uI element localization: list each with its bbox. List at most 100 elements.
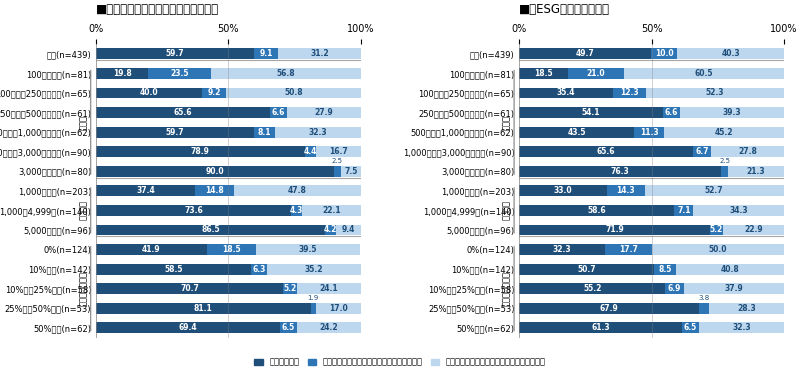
Text: ■「ESG推進」担当部署: ■「ESG推進」担当部署 [519, 3, 610, 16]
Text: 31.2: 31.2 [310, 49, 329, 58]
Bar [634, 127, 664, 138]
Text: 32.3: 32.3 [309, 128, 327, 137]
Text: 50.8: 50.8 [284, 88, 302, 98]
Text: 6.9: 6.9 [668, 284, 682, 293]
Bar [96, 107, 270, 118]
Text: 67.9: 67.9 [600, 304, 618, 313]
Text: 24.1: 24.1 [319, 284, 338, 293]
Bar [96, 146, 305, 157]
Text: 69.4: 69.4 [178, 323, 197, 333]
Bar [96, 205, 290, 216]
Text: 78.9: 78.9 [191, 147, 210, 156]
Text: 5.2: 5.2 [283, 284, 297, 293]
Text: 39.3: 39.3 [722, 108, 742, 117]
Text: 50.7: 50.7 [577, 265, 596, 274]
Text: 2.5: 2.5 [719, 158, 730, 164]
Text: 14.8: 14.8 [205, 186, 224, 195]
Bar [148, 68, 210, 79]
Text: 59.7: 59.7 [166, 128, 184, 137]
Text: 2.5: 2.5 [332, 158, 343, 164]
Bar [698, 323, 784, 333]
Text: 14.3: 14.3 [616, 186, 635, 195]
Text: 61.3: 61.3 [591, 323, 610, 333]
Text: 22.1: 22.1 [322, 206, 341, 215]
Text: 52.3: 52.3 [706, 88, 724, 98]
Bar [96, 264, 251, 275]
Bar [519, 244, 605, 255]
Text: 21.3: 21.3 [746, 167, 766, 176]
Bar [645, 185, 784, 196]
Bar [283, 283, 297, 294]
Bar [682, 323, 698, 333]
Bar [275, 127, 361, 138]
Text: 4.4: 4.4 [304, 147, 318, 156]
Bar [666, 283, 684, 294]
Bar [251, 264, 267, 275]
Text: 1.9: 1.9 [307, 295, 318, 301]
Text: 32.3: 32.3 [732, 323, 751, 333]
Text: 12.3: 12.3 [620, 88, 638, 98]
Text: 35.2: 35.2 [305, 265, 323, 274]
Text: 8.1: 8.1 [258, 128, 271, 137]
Text: 6.5: 6.5 [683, 323, 697, 333]
Bar [96, 88, 202, 98]
Text: 39.5: 39.5 [299, 245, 318, 254]
Bar [624, 68, 784, 79]
Bar [96, 283, 283, 294]
Bar [96, 166, 334, 177]
Bar [96, 48, 254, 59]
Bar [270, 107, 287, 118]
Bar [305, 146, 317, 157]
Text: 65.6: 65.6 [174, 108, 192, 117]
Bar [728, 166, 784, 177]
Text: 9.4: 9.4 [342, 225, 355, 235]
Bar [96, 127, 254, 138]
Bar [302, 205, 361, 216]
Bar [646, 88, 784, 98]
Text: 17.7: 17.7 [619, 245, 638, 254]
Bar [652, 244, 784, 255]
Text: 6.3: 6.3 [253, 265, 266, 274]
Bar [207, 244, 256, 255]
Bar [613, 88, 646, 98]
Text: 16.7: 16.7 [329, 147, 348, 156]
Bar [693, 146, 710, 157]
Text: 76.3: 76.3 [611, 167, 630, 176]
Bar [316, 303, 361, 314]
Text: 28.3: 28.3 [737, 304, 756, 313]
Bar [287, 107, 361, 118]
Text: 27.9: 27.9 [314, 108, 334, 117]
Bar [605, 244, 652, 255]
Bar [519, 127, 634, 138]
Bar [519, 264, 654, 275]
Bar [254, 127, 275, 138]
Text: 40.3: 40.3 [722, 49, 740, 58]
Text: 6.6: 6.6 [272, 108, 285, 117]
Bar [210, 68, 361, 79]
Text: 34.3: 34.3 [730, 206, 748, 215]
Bar [519, 185, 606, 196]
Bar [519, 283, 666, 294]
Bar [519, 303, 699, 314]
Text: 8.5: 8.5 [658, 265, 671, 274]
Bar [278, 48, 361, 59]
Bar [654, 264, 676, 275]
Text: 40.0: 40.0 [140, 88, 158, 98]
Bar [317, 146, 361, 157]
Text: 6.5: 6.5 [282, 323, 295, 333]
Bar [96, 244, 207, 255]
Text: 従業員数: 従業員数 [502, 200, 511, 221]
Text: 58.5: 58.5 [164, 265, 182, 274]
Bar [710, 146, 784, 157]
Text: 従業員数: 従業員数 [79, 200, 88, 221]
Bar [568, 68, 624, 79]
Text: 50.0: 50.0 [709, 245, 727, 254]
Text: 47.8: 47.8 [288, 186, 307, 195]
Bar [651, 48, 678, 59]
Text: 11.3: 11.3 [640, 128, 658, 137]
Text: 6.6: 6.6 [665, 108, 678, 117]
Text: 70.7: 70.7 [180, 284, 199, 293]
Bar [226, 88, 361, 98]
Bar [519, 146, 693, 157]
Bar [254, 48, 278, 59]
